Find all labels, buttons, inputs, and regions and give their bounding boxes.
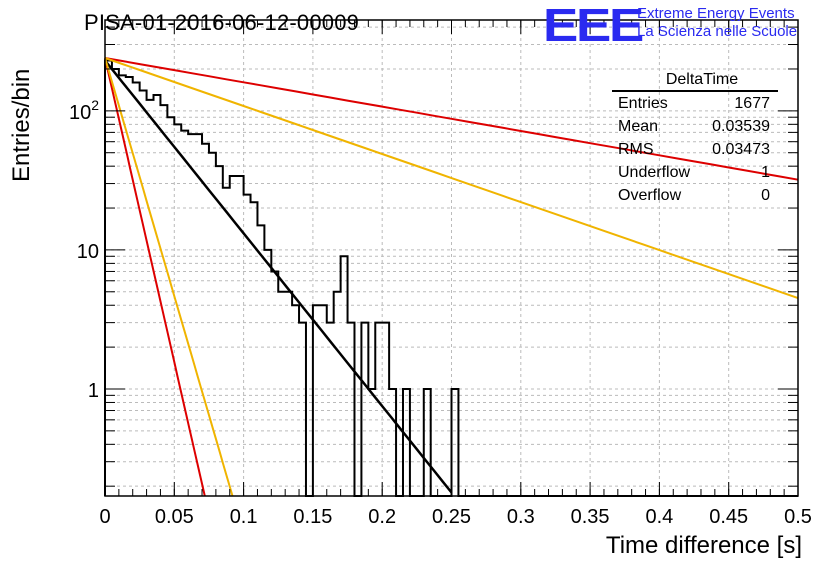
stats-row-entries: Entries 1677 [612, 92, 778, 115]
x-axis-title: Time difference [s] [605, 532, 802, 559]
x-tick-label: 0.15 [293, 506, 332, 528]
grid [104, 20, 799, 496]
y-axis-title: Entries/bin [8, 68, 35, 182]
reference-upper-slow-line [104, 57, 799, 181]
stats-label: Overflow [618, 187, 682, 204]
reference-upper-fast-line [104, 57, 206, 497]
org-subtitle: La Scienza nelle Scuole [637, 23, 798, 40]
x-axis: 0 0.05 0.1 0.15 0.2 0.25 0.3 0.35 0.4 0.45 0.5 [99, 20, 812, 528]
x-tick-label: 0.1 [230, 506, 258, 528]
stats-value: 0 [761, 187, 770, 204]
eee-logo: EEE [543, 0, 644, 51]
x-tick-label: 0.3 [507, 506, 535, 528]
y-tick-label: 102 [69, 97, 99, 124]
y-tick-label: 1 [88, 380, 99, 402]
stats-value: 1677 [734, 95, 770, 112]
y-tick-label: 10 [77, 241, 99, 263]
x-tick-label: 0 [99, 506, 110, 528]
stats-value: 0.03539 [712, 118, 770, 135]
stats-row-mean: Mean 0.03539 [612, 115, 778, 138]
stats-title: DeltaTime [612, 70, 778, 92]
reference-lower-fast-line [104, 57, 234, 497]
run-title: PISA-01-2016-06-12-00009 [84, 10, 360, 35]
fit-lines [104, 57, 799, 497]
org-name: Extreme Energy Events [637, 5, 795, 22]
x-tick-label: 0.05 [155, 506, 194, 528]
x-tick-label: 0.25 [432, 506, 471, 528]
x-tick-label: 0.5 [784, 506, 812, 528]
stats-label: Entries [618, 95, 668, 112]
stats-label: RMS [618, 141, 654, 158]
stats-row-overflow: Overflow 0 [612, 184, 778, 207]
stats-row-underflow: Underflow 1 [612, 161, 778, 184]
x-tick-label: 0.4 [645, 506, 673, 528]
stats-box: DeltaTime Entries 1677 Mean 0.03539 RMS … [612, 70, 778, 207]
x-tick-label: 0.2 [368, 506, 396, 528]
stats-label: Mean [618, 118, 659, 135]
stats-row-rms: RMS 0.03473 [612, 138, 778, 161]
stats-value: 0.03473 [712, 141, 770, 158]
x-tick-label: 0.45 [709, 506, 748, 528]
fit-line [104, 59, 453, 494]
x-tick-label: 0.35 [571, 506, 610, 528]
stats-value: 1 [761, 164, 770, 181]
stats-label: Underflow [618, 164, 691, 181]
reference-lower-slow-line [104, 57, 799, 300]
